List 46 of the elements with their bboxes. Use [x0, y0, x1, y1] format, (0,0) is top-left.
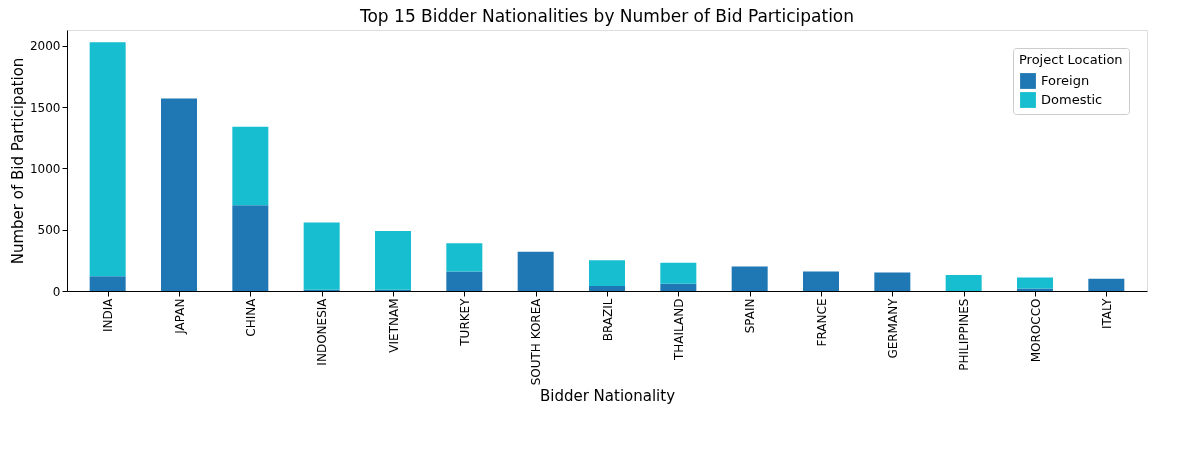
x-axis-title: Bidder Nationality	[539, 387, 676, 406]
bar	[803, 271, 839, 291]
x-tick-label: TURKEY	[457, 297, 472, 347]
x-tick-label: INDIA	[101, 297, 116, 333]
bar	[232, 126, 269, 206]
chart-title: Top 15 Bidder Nationalities by Number of Bid Participation	[358, 6, 855, 26]
x-tick-label: THAILAND	[671, 298, 686, 361]
bar	[89, 42, 126, 277]
legend-title: Project Location	[1019, 52, 1123, 67]
bar	[660, 262, 697, 284]
x-tick-label: VIETNAM	[386, 298, 401, 353]
x-tick-label: INDONESIA	[315, 297, 330, 366]
x-tick-label: ITALY	[1099, 297, 1114, 330]
x-tick-label: BRAZIL	[600, 298, 615, 342]
y-tick-label: 2000	[29, 39, 61, 54]
bar	[731, 266, 768, 291]
y-tick-label: 0	[52, 284, 61, 299]
bar	[945, 275, 982, 291]
bar	[303, 222, 340, 290]
x-tick-label: MOROCCO	[1028, 298, 1043, 363]
bar	[517, 251, 554, 291]
bar	[660, 283, 697, 291]
y-tick-label: 500	[37, 223, 61, 238]
x-tick-label: FRANCE	[814, 298, 829, 347]
x-tick-label: SOUTH KOREA	[529, 297, 544, 386]
bar	[161, 98, 197, 291]
bar	[446, 271, 483, 291]
y-axis-title: Number of Bid Participation	[8, 57, 27, 265]
y-tick-label: 1500	[29, 100, 61, 115]
bar	[1017, 277, 1053, 289]
bar	[446, 243, 483, 272]
bar	[874, 272, 911, 291]
x-tick-label: GERMANY	[885, 297, 900, 359]
bar	[232, 205, 269, 291]
bar	[589, 286, 625, 291]
bar	[1088, 278, 1125, 291]
bar	[589, 260, 625, 287]
x-tick-label: SPAIN	[743, 298, 758, 334]
x-tick-label: PHILIPPINES	[957, 298, 972, 371]
y-tick-label: 1000	[29, 161, 61, 176]
x-tick-label: JAPAN	[172, 298, 187, 335]
legend-label: Foreign	[1041, 73, 1090, 88]
bar	[89, 276, 126, 291]
bar	[375, 230, 411, 290]
legend-label: Domestic	[1041, 92, 1103, 107]
x-tick-label: CHINA	[243, 297, 258, 337]
